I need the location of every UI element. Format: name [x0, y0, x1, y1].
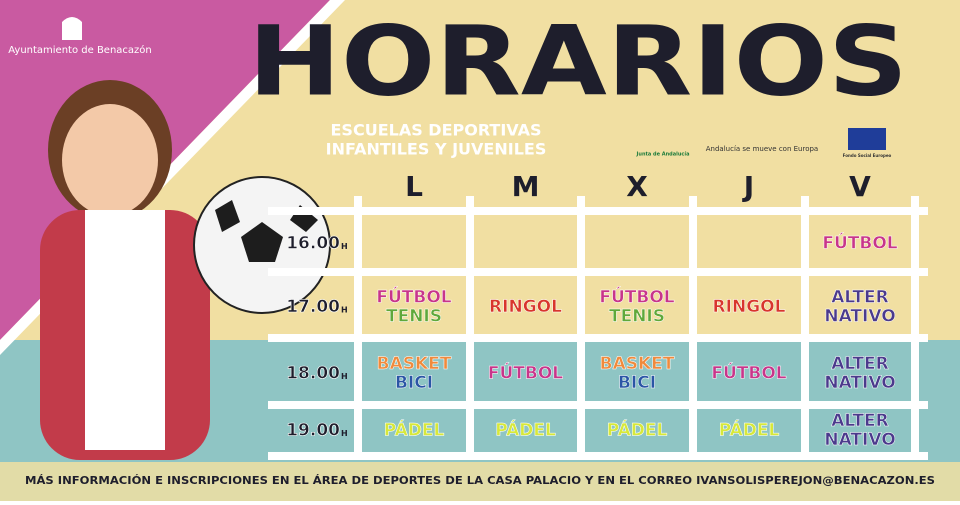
activity: PÁDEL — [495, 419, 556, 441]
grid-line — [689, 196, 697, 458]
grid-line — [801, 196, 809, 458]
activity: ALTER — [831, 288, 888, 308]
grid-line — [268, 334, 928, 342]
grid-line — [577, 196, 585, 458]
day-label: V — [849, 170, 871, 203]
title: HORARIOS — [248, 5, 908, 117]
day-label: J — [742, 170, 754, 203]
day-label: X — [626, 170, 648, 203]
day-label: L — [405, 170, 423, 203]
activity: PÁDEL — [719, 419, 780, 441]
activity: NATIVO — [824, 373, 895, 393]
partner-logo: Junta de Andalucía — [636, 151, 690, 158]
time-label: 17.00 — [286, 297, 340, 317]
activity: FÚTBOL — [599, 286, 674, 308]
time-label: 18.00 — [286, 364, 340, 384]
activity: PÁDEL — [384, 419, 445, 441]
day-label: M — [512, 170, 540, 203]
time-label: 16.00 — [286, 234, 340, 254]
grid-line — [268, 401, 928, 409]
grid-line — [268, 207, 928, 215]
grid-line — [354, 196, 362, 458]
activity: RINGOL — [489, 297, 562, 317]
activity: BICI — [395, 373, 433, 393]
activity: FÚTBOL — [711, 362, 786, 384]
activity: TENIS — [386, 307, 442, 327]
time-unit: H — [341, 429, 348, 438]
activity: BASKET — [600, 354, 675, 374]
eu-flag — [848, 128, 886, 150]
activity: BASKET — [377, 354, 452, 374]
activity: FÚTBOL — [376, 286, 451, 308]
partner-logo: Fondo Social Europeo — [843, 153, 892, 158]
time-unit: H — [341, 242, 348, 251]
activity: FÚTBOL — [488, 362, 563, 384]
grid-line — [268, 452, 928, 460]
subtitle: ESCUELAS DEPORTIVAS — [331, 121, 542, 140]
grid-line — [911, 196, 919, 458]
activity: NATIVO — [824, 430, 895, 450]
grid-line — [268, 268, 928, 276]
logo-icon — [62, 17, 82, 40]
grid-line — [466, 196, 474, 458]
footer-bar — [0, 462, 960, 501]
footer-text: MÁS INFORMACIÓN E INSCRIPCIONES EN EL ÁR… — [25, 474, 935, 487]
subtitle: INFANTILES Y JUVENILES — [326, 140, 547, 159]
activity: PÁDEL — [607, 419, 668, 441]
time-unit: H — [341, 372, 348, 381]
activity: NATIVO — [824, 307, 895, 327]
activity: FÚTBOL — [822, 232, 897, 254]
activity: ALTER — [831, 411, 888, 431]
activity: BICI — [618, 373, 656, 393]
logo-text: Ayuntamiento de Benacazón — [8, 44, 152, 56]
partner-logo: Andalucía se mueve con Europa — [706, 145, 818, 153]
activity: TENIS — [609, 307, 665, 327]
time-unit: H — [341, 306, 348, 315]
activity: ALTER — [831, 354, 888, 374]
girl-illustration — [40, 80, 210, 460]
activity: RINGOL — [713, 297, 786, 317]
time-label: 19.00 — [286, 421, 340, 441]
